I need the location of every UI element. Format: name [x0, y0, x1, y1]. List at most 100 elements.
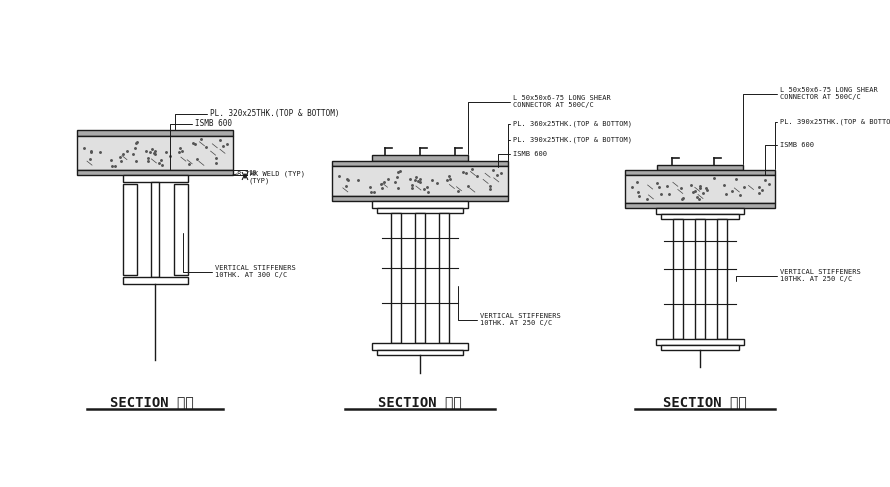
Point: [213, 136, 227, 144]
Point: [113, 153, 127, 161]
Point: [762, 180, 776, 188]
Point: [339, 182, 353, 190]
Point: [185, 139, 199, 147]
Point: [139, 147, 153, 154]
Text: VERTICAL STIFFENERS
10THK. AT 250 C/C: VERTICAL STIFFENERS 10THK. AT 250 C/C: [458, 286, 561, 326]
Point: [158, 148, 173, 155]
Text: 10
(TYP): 10 (TYP): [248, 170, 270, 184]
Point: [717, 181, 732, 188]
Point: [486, 167, 500, 174]
Text: PL. 390x25THK.(TOP & BOTTOM): PL. 390x25THK.(TOP & BOTTOM): [775, 118, 890, 169]
Point: [482, 186, 497, 193]
Point: [757, 176, 772, 184]
Point: [413, 178, 427, 186]
Point: [408, 176, 422, 184]
Bar: [332, 196, 508, 201]
Bar: [372, 343, 468, 350]
Bar: [377, 350, 463, 355]
Point: [654, 190, 668, 198]
Point: [341, 176, 355, 184]
Point: [686, 188, 700, 196]
Point: [632, 192, 646, 200]
Point: [351, 176, 365, 184]
Point: [375, 184, 389, 191]
Bar: [695, 219, 705, 339]
Point: [85, 148, 99, 156]
Bar: [661, 214, 739, 219]
Point: [220, 140, 234, 148]
Bar: [372, 155, 468, 161]
Point: [147, 149, 161, 156]
Bar: [415, 213, 425, 343]
Point: [430, 179, 444, 187]
Point: [374, 180, 388, 188]
Bar: [123, 175, 188, 182]
Point: [737, 183, 751, 191]
Point: [83, 155, 97, 163]
Point: [163, 151, 177, 159]
Point: [376, 178, 391, 186]
Bar: [174, 184, 188, 275]
Bar: [661, 345, 739, 350]
Point: [105, 162, 119, 169]
Text: SECTION ②②: SECTION ②②: [378, 395, 462, 409]
Point: [692, 184, 707, 192]
Point: [381, 175, 395, 183]
Point: [129, 139, 143, 147]
Point: [684, 181, 699, 189]
Point: [630, 178, 644, 186]
Bar: [372, 201, 468, 208]
Point: [409, 173, 424, 181]
Point: [390, 173, 404, 181]
Bar: [123, 277, 188, 284]
Bar: [625, 203, 775, 208]
Point: [719, 190, 733, 198]
Point: [391, 184, 405, 191]
Point: [419, 183, 433, 191]
Point: [151, 159, 166, 167]
Point: [174, 147, 189, 154]
Point: [690, 193, 704, 201]
Point: [425, 176, 440, 184]
Point: [141, 154, 155, 162]
Point: [209, 154, 223, 162]
Text: ISMB 600: ISMB 600: [498, 151, 547, 167]
Point: [116, 150, 130, 158]
Point: [676, 194, 690, 202]
Bar: [77, 170, 233, 175]
Bar: [656, 208, 744, 214]
Point: [441, 172, 456, 180]
Point: [465, 165, 479, 173]
Point: [456, 168, 470, 176]
Point: [367, 188, 381, 196]
Point: [443, 175, 457, 183]
Point: [148, 150, 162, 157]
Text: L 50x50x6-75 LONG SHEAR
CONNECTOR AT 500C/C: L 50x50x6-75 LONG SHEAR CONNECTOR AT 500…: [468, 95, 611, 154]
Text: SECTION ①①: SECTION ①①: [110, 395, 194, 409]
Point: [114, 157, 128, 165]
Point: [752, 184, 766, 191]
Point: [209, 159, 223, 167]
Point: [675, 195, 689, 203]
Text: SECTION ③③: SECTION ③③: [663, 395, 747, 409]
Point: [405, 184, 419, 192]
Bar: [391, 213, 401, 343]
Point: [402, 175, 417, 183]
Point: [143, 148, 158, 156]
Text: PL. 360x25THK.(TOP & BOTTOM): PL. 360x25THK.(TOP & BOTTOM): [508, 120, 632, 160]
Bar: [77, 130, 233, 136]
Point: [451, 187, 465, 195]
Point: [693, 182, 708, 189]
Point: [84, 147, 98, 155]
Point: [148, 147, 162, 155]
Bar: [717, 219, 727, 339]
Point: [692, 195, 706, 203]
Point: [364, 188, 378, 196]
Point: [688, 187, 702, 195]
Bar: [377, 208, 463, 213]
Point: [494, 169, 508, 177]
Point: [130, 138, 144, 146]
Bar: [77, 136, 233, 170]
Text: PL. 390x25THK.(TOP & BOTTOM): PL. 390x25THK.(TOP & BOTTOM): [508, 136, 632, 195]
Point: [340, 175, 354, 183]
